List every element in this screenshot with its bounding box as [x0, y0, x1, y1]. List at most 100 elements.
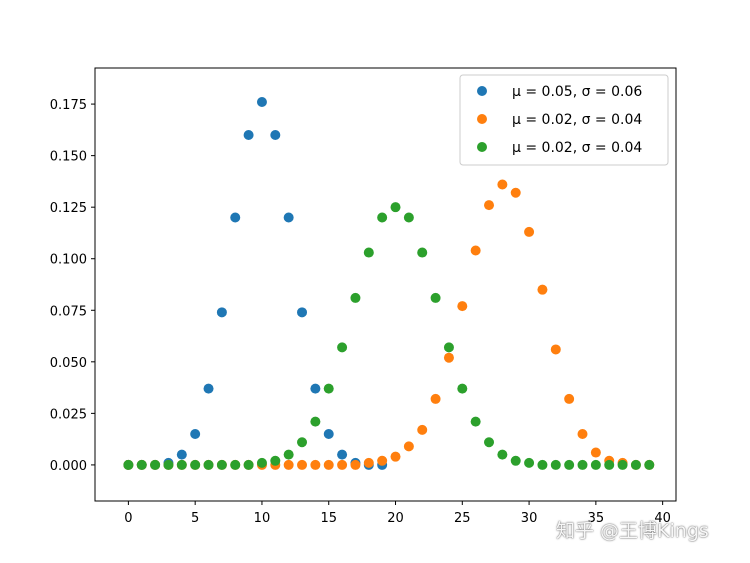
- y-tick-label: 0.100: [50, 253, 87, 268]
- data-point: [350, 292, 361, 303]
- data-point: [590, 459, 601, 470]
- data-point: [403, 441, 414, 452]
- data-point: [363, 247, 374, 258]
- data-point: [537, 284, 548, 295]
- data-point: [337, 342, 348, 353]
- legend-label: μ = 0.05, σ = 0.06: [512, 84, 642, 100]
- data-point: [230, 212, 241, 223]
- data-point: [163, 459, 174, 470]
- legend: μ = 0.05, σ = 0.06 μ = 0.02, σ = 0.04 μ = …: [459, 74, 669, 166]
- data-point: [550, 344, 561, 355]
- data-point: [577, 459, 588, 470]
- legend-frame: [459, 74, 669, 166]
- x-axis: 0 5 10 15 20 25 30 35 40: [124, 501, 671, 526]
- data-point: [524, 457, 535, 468]
- data-point: [256, 97, 267, 108]
- y-tick-label: 0.175: [50, 98, 87, 113]
- data-point: [497, 179, 508, 190]
- data-point: [270, 455, 281, 466]
- data-point: [297, 307, 308, 318]
- data-point: [323, 428, 334, 439]
- data-point: [443, 342, 454, 353]
- data-point: [270, 130, 281, 141]
- data-point: [136, 459, 147, 470]
- data-point: [550, 459, 561, 470]
- data-point: [310, 416, 321, 427]
- data-point: [577, 428, 588, 439]
- data-point: [150, 459, 161, 470]
- y-tick-label: 0.150: [50, 150, 87, 165]
- data-points: [123, 97, 655, 470]
- data-point: [377, 455, 388, 466]
- data-point: [510, 455, 521, 466]
- data-point: [564, 393, 575, 404]
- data-point: [176, 459, 187, 470]
- data-point: [484, 200, 495, 211]
- legend-label: μ = 0.02, σ = 0.04: [512, 112, 642, 128]
- legend-marker: [477, 114, 487, 124]
- y-tick-label: 0.000: [50, 459, 87, 474]
- data-point: [617, 459, 628, 470]
- data-point: [630, 459, 641, 470]
- data-point: [256, 457, 267, 468]
- y-tick-label: 0.025: [50, 407, 87, 422]
- legend-marker: [477, 86, 487, 96]
- legend-label: μ = 0.02, σ = 0.04: [512, 140, 642, 156]
- data-point: [297, 437, 308, 448]
- data-point: [430, 393, 441, 404]
- data-point: [537, 459, 548, 470]
- data-point: [524, 226, 535, 237]
- data-point: [350, 459, 361, 470]
- watermark-text: 知乎 @王博Kings: [556, 520, 709, 542]
- data-point: [417, 247, 428, 258]
- data-point: [203, 459, 214, 470]
- x-tick-label: 25: [454, 511, 471, 526]
- data-point: [216, 307, 227, 318]
- data-point: [203, 383, 214, 394]
- data-point: [510, 187, 521, 198]
- y-tick-label: 0.050: [50, 356, 87, 371]
- x-tick-label: 30: [521, 511, 538, 526]
- y-tick-label: 0.125: [50, 201, 87, 216]
- data-point: [337, 449, 348, 460]
- data-point: [337, 459, 348, 470]
- data-point: [363, 457, 374, 468]
- data-point: [390, 451, 401, 462]
- y-tick-label: 0.075: [50, 304, 87, 319]
- x-tick-label: 10: [254, 511, 271, 526]
- data-point: [417, 424, 428, 435]
- data-point: [497, 449, 508, 460]
- data-point: [564, 459, 575, 470]
- data-point: [590, 447, 601, 458]
- data-point: [243, 459, 254, 470]
- x-tick-label: 20: [387, 511, 404, 526]
- series-3: [123, 202, 655, 470]
- data-point: [430, 292, 441, 303]
- data-point: [470, 245, 481, 256]
- data-point: [443, 352, 454, 363]
- data-point: [377, 212, 388, 223]
- x-tick-label: 15: [320, 511, 337, 526]
- data-point: [484, 437, 495, 448]
- legend-marker: [477, 142, 487, 152]
- x-tick-label: 40: [654, 511, 671, 526]
- data-point: [123, 459, 134, 470]
- data-point: [457, 301, 468, 312]
- data-point: [323, 459, 334, 470]
- data-point: [243, 130, 254, 141]
- data-point: [230, 459, 241, 470]
- data-point: [310, 383, 321, 394]
- data-point: [190, 428, 201, 439]
- y-axis: 0.000 0.025 0.050 0.075 0.100 0.125 0.150 0.175: [50, 98, 95, 474]
- data-point: [403, 212, 414, 223]
- data-point: [176, 449, 187, 460]
- data-point: [216, 459, 227, 470]
- data-point: [644, 459, 655, 470]
- data-point: [390, 202, 401, 213]
- data-point: [604, 459, 615, 470]
- x-tick-label: 5: [191, 511, 199, 526]
- data-point: [297, 459, 308, 470]
- data-point: [323, 383, 334, 394]
- data-point: [457, 383, 468, 394]
